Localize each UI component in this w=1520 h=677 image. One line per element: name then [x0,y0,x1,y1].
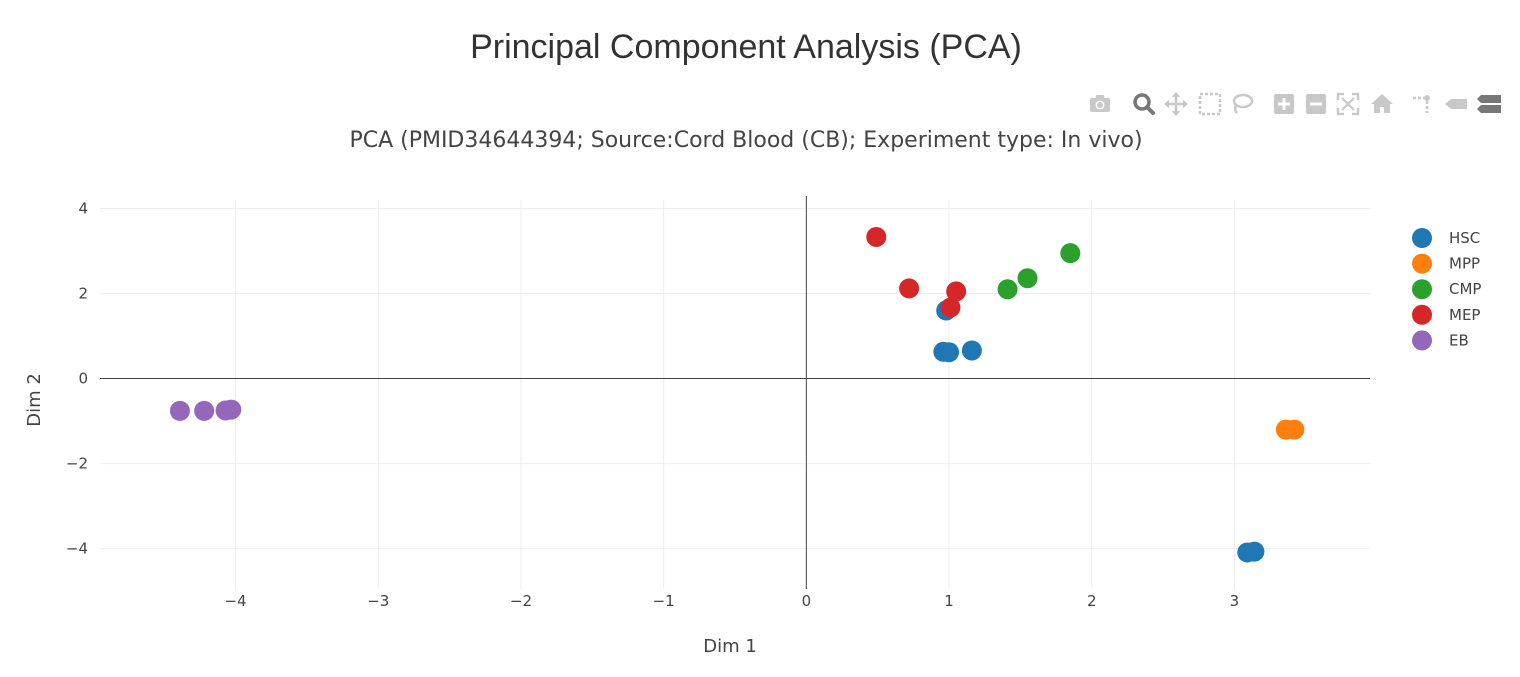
chart-subtitle: PCA (PMID34644394; Source:Cord Blood (CB… [349,128,1143,153]
x-axis-ticks: −4 −3 −2 −1 0 1 2 3 [224,592,1239,610]
hover-closest-icon[interactable] [1442,90,1470,118]
page-title: Principal Component Analysis (PCA) [470,28,1022,66]
zoom-icon[interactable] [1130,90,1158,118]
data-point-mep[interactable] [946,281,967,302]
x-axis-title: Dim 1 [703,636,757,657]
autoscale-icon[interactable] [1334,90,1362,118]
y-axis-title: Dim 2 [24,373,45,427]
legend-marker [1412,228,1432,248]
box-select-icon[interactable] [1196,90,1224,118]
y-tick-label: −4 [66,540,88,558]
zoom-in-icon[interactable] [1270,90,1298,118]
y-axis-ticks: −4 −2 0 2 4 [66,200,88,558]
data-point-mep[interactable] [940,297,961,318]
x-tick-label: 1 [944,592,954,610]
legend-label: CMP [1449,280,1481,298]
x-tick-label: −4 [224,592,246,610]
y-tick-label: 0 [78,370,88,388]
legend-item-eb[interactable]: EB [1412,330,1469,351]
legend-marker [1412,304,1432,325]
zoom-out-icon[interactable] [1302,90,1330,118]
legend-item-mpp[interactable]: MPP [1412,253,1480,274]
spike-lines-icon[interactable] [1408,90,1436,118]
x-tick-label: −2 [510,592,532,610]
legend-label: HSC [1449,229,1480,247]
gridlines [100,200,1370,589]
data-point-eb[interactable] [221,399,242,420]
x-tick-label: 0 [802,592,812,610]
data-points [169,226,1305,563]
data-point-eb[interactable] [194,400,215,421]
y-tick-label: 4 [78,200,88,218]
x-tick-label: 2 [1087,592,1097,610]
zero-lines [100,196,1370,589]
modebar-toolbar [1086,90,1506,120]
legend-marker [1412,279,1432,300]
data-point-cmp[interactable] [1017,268,1038,289]
data-point-cmp[interactable] [1060,243,1081,264]
data-point-cmp[interactable] [997,279,1018,300]
data-point-eb[interactable] [169,400,190,421]
x-tick-label: −1 [653,592,675,610]
legend-item-cmp[interactable]: CMP [1412,279,1481,300]
legend-item-hsc[interactable]: HSC [1412,228,1480,248]
x-tick-label: −3 [367,592,389,610]
legend-label: MEP [1449,306,1480,324]
data-point-mep[interactable] [899,278,920,299]
data-point-hsc[interactable] [961,340,982,361]
legend-item-mep[interactable]: MEP [1412,304,1480,325]
y-tick-label: −2 [66,455,88,473]
legend-label: EB [1449,331,1469,349]
lasso-select-icon[interactable] [1228,90,1256,118]
legend-marker [1412,330,1432,351]
data-point-hsc[interactable] [939,342,960,363]
pan-icon[interactable] [1162,90,1190,118]
data-point-mep[interactable] [866,226,887,247]
x-tick-label: 3 [1230,592,1240,610]
legend: HSC MPP CMP MEP EB [1412,228,1481,351]
hover-compare-icon[interactable] [1474,90,1502,118]
camera-icon[interactable] [1086,90,1114,118]
legend-marker [1412,253,1432,274]
y-tick-label: 2 [78,285,88,303]
data-point-mpp[interactable] [1284,419,1305,440]
legend-label: MPP [1449,255,1480,273]
reset-axes-icon[interactable] [1368,90,1396,118]
data-point-hsc[interactable] [1244,541,1265,562]
